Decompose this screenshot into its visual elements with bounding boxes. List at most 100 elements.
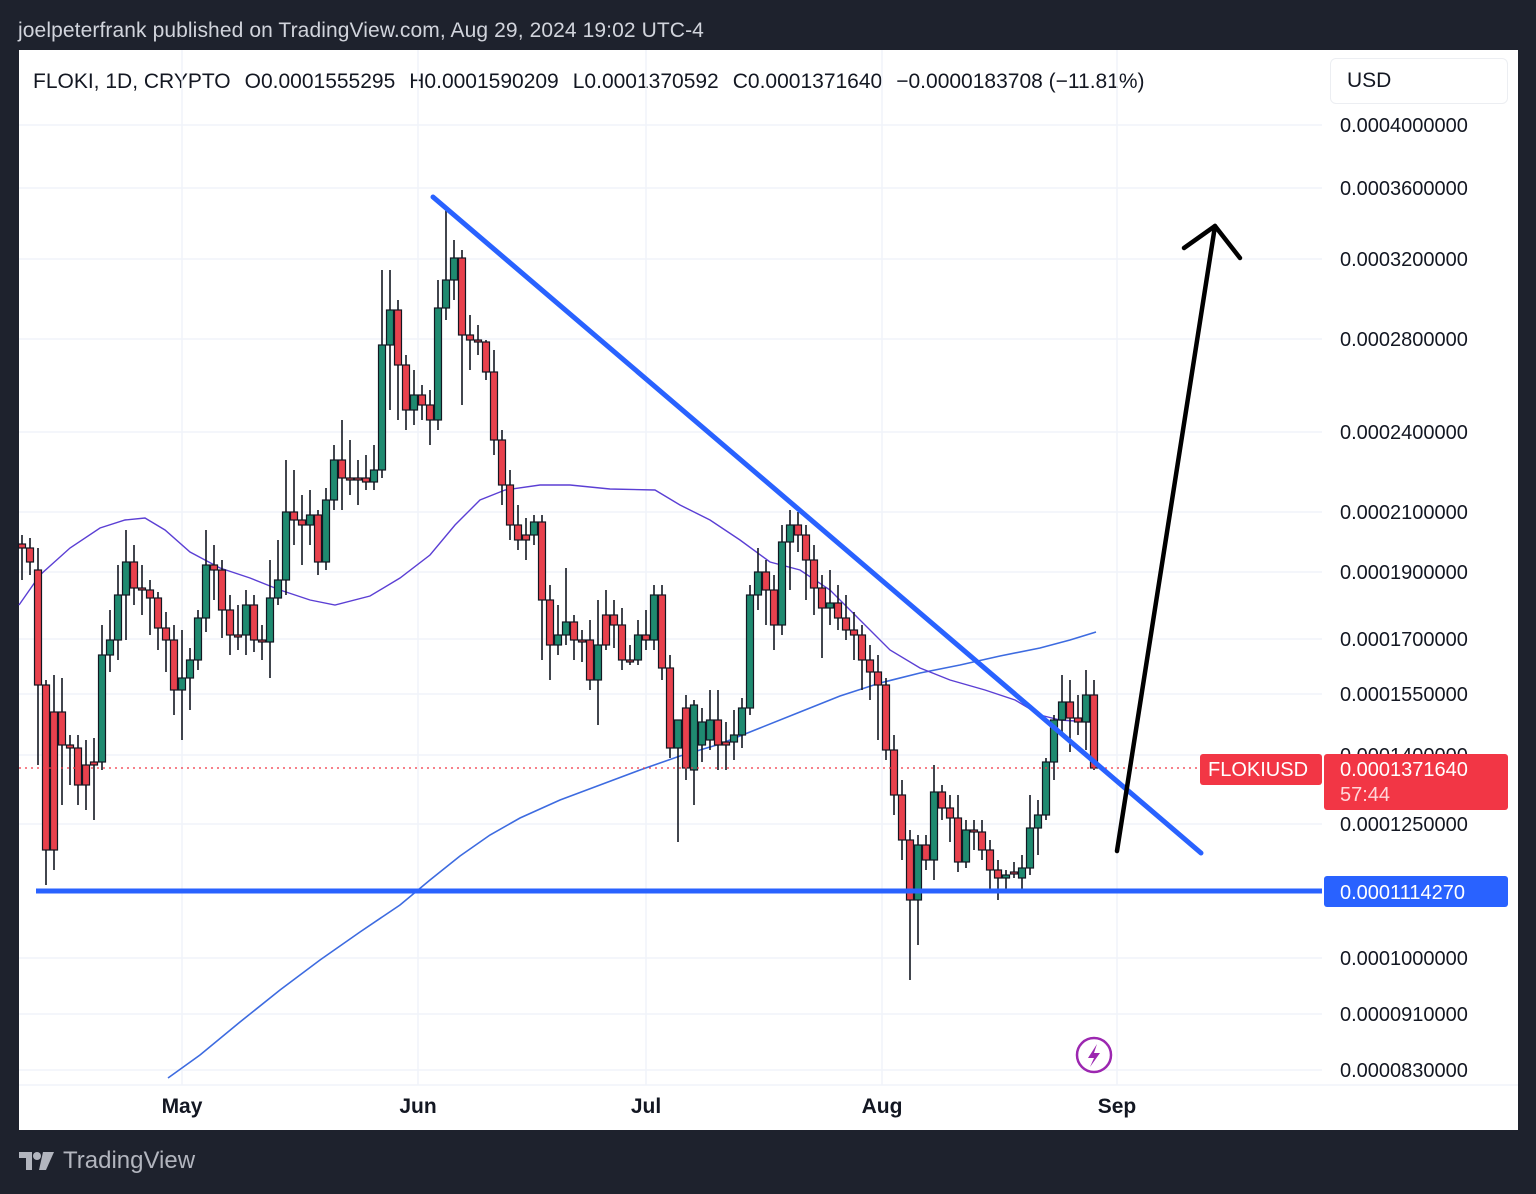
descending-trendline[interactable] — [430, 194, 1204, 856]
candle — [689, 700, 699, 805]
candle-body — [649, 594, 659, 641]
fast-ma-line — [18, 484, 1091, 723]
candle-body — [329, 459, 339, 501]
candle-body — [537, 521, 547, 601]
legend-close: C0.0001371640 — [732, 70, 883, 93]
candle-body — [617, 624, 627, 661]
currency-button[interactable]: USD — [1330, 58, 1508, 104]
up-arrow-shaft[interactable] — [1114, 223, 1218, 854]
candle — [641, 610, 651, 650]
candle-body — [633, 634, 643, 661]
candle — [849, 612, 859, 660]
candle-body — [489, 371, 499, 441]
support-price-badge: 0.0001114270 — [1324, 876, 1508, 907]
candle-body — [665, 667, 675, 749]
candle — [793, 512, 803, 552]
candle — [137, 565, 147, 615]
candle — [449, 240, 459, 300]
candle — [761, 560, 771, 625]
brand-name: TradingView — [63, 1147, 196, 1174]
candle — [617, 608, 627, 670]
candle — [993, 860, 1003, 900]
price-tick-label: 0.0003200000 — [1340, 249, 1468, 271]
candle-body — [401, 364, 411, 411]
candle-body — [801, 534, 811, 561]
tradingview-logo[interactable]: TradingView — [19, 1147, 195, 1175]
candle-body — [25, 547, 35, 563]
candle-body — [113, 594, 123, 641]
up-arrow-head[interactable] — [1181, 223, 1243, 261]
candle-body — [345, 477, 355, 481]
event-lightning-icon[interactable] — [1075, 1036, 1113, 1074]
candle-body — [849, 629, 859, 636]
candle — [305, 490, 315, 545]
price-tick-label: 0.0001900000 — [1340, 562, 1468, 584]
candle-body — [201, 564, 211, 619]
candle-body — [545, 599, 555, 646]
candle-body — [793, 524, 803, 536]
candle-body — [761, 571, 771, 591]
candle — [705, 690, 715, 750]
candle-body — [481, 341, 491, 373]
candle — [513, 505, 523, 550]
legend-open: O0.0001555295 — [244, 70, 396, 93]
candle — [1017, 855, 1027, 892]
price-tick-label: 0.0002400000 — [1340, 422, 1468, 444]
time-tick-label: May — [162, 1095, 203, 1118]
candle-body — [265, 597, 275, 643]
price-tick-label: 0.0001250000 — [1340, 814, 1468, 836]
candle — [465, 315, 475, 370]
grid-lines — [19, 50, 1322, 1085]
candle — [385, 270, 395, 410]
candle-body — [1017, 867, 1027, 879]
candle-body — [369, 469, 379, 483]
drawings[interactable] — [19, 194, 1322, 894]
candle-body — [889, 749, 899, 796]
candle — [657, 585, 667, 680]
candle — [961, 820, 971, 868]
candle — [897, 780, 907, 860]
candle — [369, 445, 379, 490]
candle — [153, 592, 163, 650]
candle — [529, 515, 539, 545]
candle — [489, 350, 499, 455]
candle-body — [273, 579, 283, 599]
candle-body — [593, 644, 603, 681]
candle — [185, 648, 195, 710]
candle-body — [737, 707, 747, 736]
candle-body — [17, 543, 27, 549]
candle-body — [681, 707, 691, 769]
time-axis[interactable]: May Jun Jul Aug Sep — [19, 1084, 1518, 1118]
candle-body — [945, 807, 955, 819]
candle — [265, 560, 275, 678]
candle-body — [1073, 717, 1083, 723]
candle-body — [913, 844, 923, 901]
candle-body — [1065, 701, 1075, 719]
candle-body — [81, 764, 91, 786]
candle — [785, 510, 795, 590]
candle — [769, 575, 779, 650]
candle — [801, 525, 811, 600]
candle-body — [473, 339, 483, 343]
candle — [505, 470, 515, 540]
candle — [825, 570, 835, 625]
candle-body — [857, 634, 867, 661]
candle — [681, 695, 691, 780]
candle — [121, 530, 131, 640]
candle-body — [313, 514, 323, 563]
price-axis[interactable]: 0.0004000000 0.0003600000 0.0003200000 0.00… — [1200, 108, 1518, 1098]
candle-body — [361, 477, 371, 483]
candle-body — [57, 711, 67, 746]
candle-body — [977, 831, 987, 851]
candle-body — [281, 511, 291, 581]
candle — [809, 545, 819, 615]
candle — [673, 719, 683, 842]
candle — [17, 535, 27, 580]
candle-body — [585, 639, 595, 681]
candle-body — [425, 404, 435, 421]
candle-body — [465, 334, 475, 341]
time-tick-label: Aug — [862, 1095, 903, 1118]
last-price-badge-bg — [1324, 754, 1508, 810]
candle — [545, 585, 555, 680]
